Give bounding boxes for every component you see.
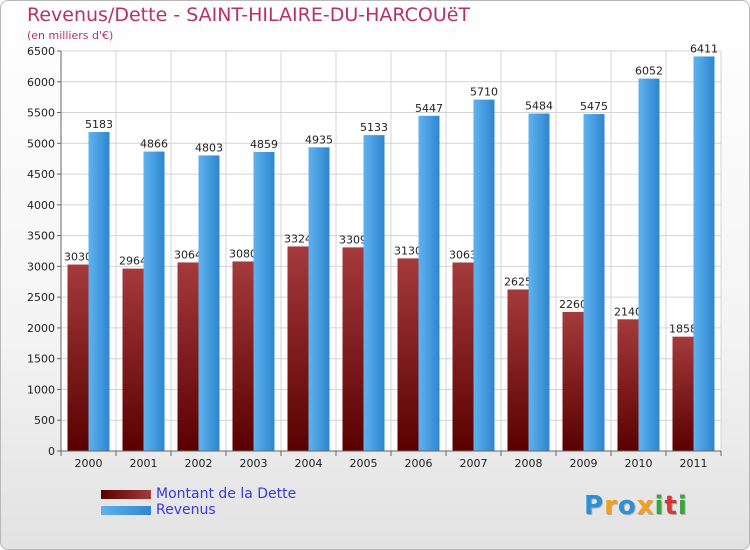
bar-dette bbox=[342, 247, 364, 451]
x-tick-label: 2011 bbox=[680, 457, 708, 470]
data-label-dette: 2964 bbox=[119, 255, 147, 268]
data-label-revenus: 6411 bbox=[690, 42, 718, 55]
logo-letter: r bbox=[604, 491, 618, 521]
data-label-dette: 1858 bbox=[669, 323, 697, 336]
bar-dette bbox=[617, 319, 639, 451]
data-label-revenus: 5133 bbox=[360, 121, 388, 134]
data-label-revenus: 5484 bbox=[525, 100, 553, 113]
logo-letter: i bbox=[654, 491, 665, 521]
y-tick-label: 1000 bbox=[27, 383, 55, 396]
data-label-dette: 3080 bbox=[229, 247, 257, 260]
bar-revenus bbox=[583, 114, 605, 452]
bar-revenus bbox=[143, 151, 165, 452]
x-tick-label: 2010 bbox=[625, 457, 653, 470]
x-tick-label: 2001 bbox=[130, 457, 158, 470]
bar-dette bbox=[672, 336, 694, 451]
data-label-dette: 3309 bbox=[339, 233, 367, 246]
bar-revenus bbox=[473, 99, 495, 451]
data-label-dette: 2260 bbox=[559, 298, 587, 311]
x-tick-label: 2003 bbox=[240, 457, 268, 470]
y-tick-label: 6500 bbox=[27, 45, 55, 58]
data-label-dette: 2625 bbox=[504, 275, 532, 288]
bar-dette bbox=[507, 289, 529, 451]
y-tick-label: 3500 bbox=[27, 230, 55, 243]
y-tick-label: 3000 bbox=[27, 260, 55, 273]
bar-dette bbox=[67, 264, 89, 451]
data-label-revenus: 5183 bbox=[85, 118, 113, 131]
y-tick-label: 5000 bbox=[27, 137, 55, 150]
y-tick-label: 2000 bbox=[27, 322, 55, 335]
bar-revenus bbox=[88, 132, 110, 452]
bar-dette bbox=[177, 262, 199, 451]
x-tick-label: 2000 bbox=[75, 457, 103, 470]
data-label-dette: 3130 bbox=[394, 244, 422, 257]
logo-letter: o bbox=[617, 491, 637, 521]
y-tick-label: 0 bbox=[48, 445, 55, 458]
legend-label-dette: Montant de la Dette bbox=[156, 486, 297, 502]
chart-title: Revenus/Dette - SAINT-HILAIRE-DU-HARCOUë… bbox=[27, 4, 471, 26]
data-label-dette: 3324 bbox=[284, 232, 312, 245]
x-tick-label: 2006 bbox=[405, 457, 433, 470]
chart-subtitle: (en milliers d'€) bbox=[27, 29, 114, 42]
x-tick-label: 2007 bbox=[460, 457, 488, 470]
bar-dette bbox=[122, 268, 144, 451]
x-tick-label: 2009 bbox=[570, 457, 598, 470]
bar-dette bbox=[397, 258, 419, 451]
logo-letter: i bbox=[677, 491, 688, 521]
data-label-dette: 2140 bbox=[614, 305, 642, 318]
y-tick-label: 1500 bbox=[27, 353, 55, 366]
data-label-dette: 3030 bbox=[64, 251, 92, 264]
y-tick-label: 4500 bbox=[27, 168, 55, 181]
legend-swatch-revenus bbox=[101, 506, 151, 515]
logo-letter: P bbox=[584, 491, 605, 521]
y-tick-label: 6000 bbox=[27, 76, 55, 89]
logo-letter: x bbox=[636, 491, 655, 521]
bar-revenus bbox=[693, 56, 715, 451]
bar-dette bbox=[452, 262, 474, 451]
data-label-dette: 3063 bbox=[449, 249, 477, 262]
bar-dette bbox=[562, 311, 584, 451]
x-tick-label: 2008 bbox=[515, 457, 543, 470]
data-label-revenus: 6052 bbox=[635, 65, 663, 78]
data-label-revenus: 4866 bbox=[140, 138, 168, 151]
data-label-revenus: 4859 bbox=[250, 138, 278, 151]
bar-revenus bbox=[308, 147, 330, 452]
bar-revenus bbox=[363, 135, 385, 451]
bar-revenus bbox=[638, 78, 660, 452]
bar-revenus bbox=[528, 113, 550, 452]
y-tick-label: 4000 bbox=[27, 199, 55, 212]
data-label-revenus: 5475 bbox=[580, 100, 608, 113]
x-tick-label: 2005 bbox=[350, 457, 378, 470]
bar-revenus bbox=[198, 155, 220, 451]
bar-dette bbox=[232, 261, 254, 451]
y-tick-label: 500 bbox=[34, 414, 55, 427]
legend-swatch-dette bbox=[101, 490, 151, 499]
data-label-revenus: 4803 bbox=[195, 141, 223, 154]
x-tick-label: 2002 bbox=[185, 457, 213, 470]
data-label-revenus: 4935 bbox=[305, 133, 333, 146]
bar-dette bbox=[287, 246, 309, 451]
logo-letter: t bbox=[664, 491, 678, 521]
data-label-revenus: 5447 bbox=[415, 102, 443, 115]
bar-revenus bbox=[418, 115, 440, 452]
y-tick-label: 2500 bbox=[27, 291, 55, 304]
y-tick-label: 5500 bbox=[27, 107, 55, 120]
legend-label-revenus: Revenus bbox=[156, 502, 216, 518]
bar-revenus bbox=[253, 151, 275, 451]
x-tick-label: 2004 bbox=[295, 457, 323, 470]
data-label-dette: 3064 bbox=[174, 248, 202, 261]
data-label-revenus: 5710 bbox=[470, 86, 498, 99]
proxiti-logo: Proxiti bbox=[584, 491, 688, 521]
